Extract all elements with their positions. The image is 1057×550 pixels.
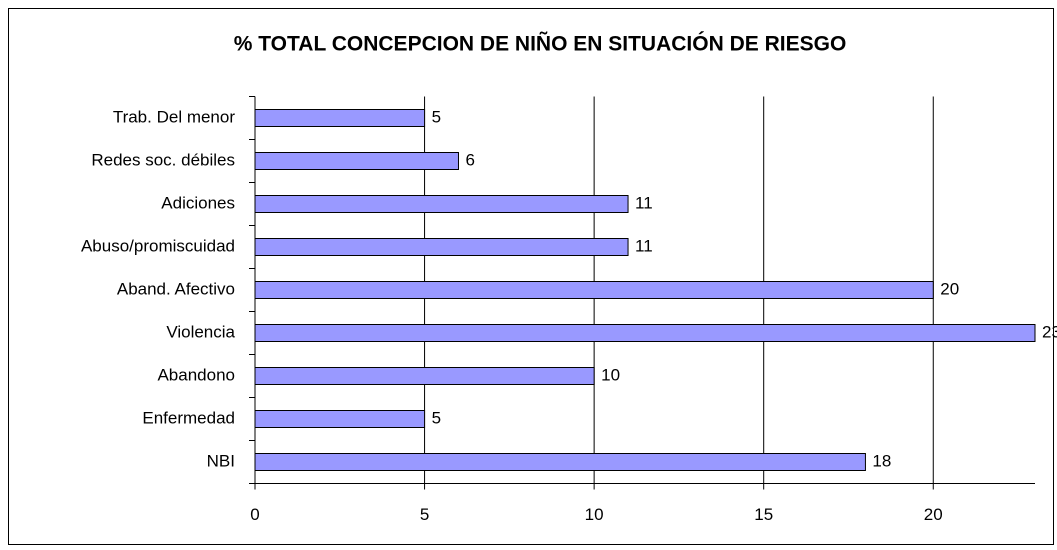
y-tick-label: Adiciones (161, 193, 235, 212)
bar (254, 195, 629, 213)
y-tick-label: Abuso/promiscuidad (81, 236, 235, 255)
data-label: 23 (1042, 322, 1057, 341)
x-tick-label: 15 (754, 505, 773, 524)
y-tick-label: Abandono (157, 365, 235, 384)
x-tick-label: 0 (250, 505, 259, 524)
bar (254, 367, 595, 385)
bar (254, 152, 459, 170)
bar (254, 281, 934, 299)
data-label: 6 (465, 150, 474, 169)
data-label: 5 (432, 408, 441, 427)
bar (254, 238, 629, 256)
y-tick-label: Enfermedad (142, 408, 235, 427)
bar (254, 453, 866, 471)
x-tick-label: 10 (585, 505, 604, 524)
y-tick-label: NBI (207, 451, 235, 470)
y-tick-label: Violencia (166, 322, 235, 341)
data-label: 5 (432, 107, 441, 126)
y-tick-label: Redes soc. débiles (91, 150, 235, 169)
y-tick-label: Aband. Afectivo (117, 279, 235, 298)
bar (254, 324, 1036, 342)
data-label: 20 (940, 279, 959, 298)
chart-title: % TOTAL CONCEPCION DE NIÑO EN SITUACIÓN … (234, 32, 847, 56)
data-label: 11 (635, 193, 653, 212)
y-tick-label: Trab. Del menor (113, 107, 236, 126)
data-label: 11 (635, 236, 653, 255)
x-tick-label: 5 (420, 505, 429, 524)
data-label: 10 (601, 365, 620, 384)
x-tick-label: 20 (924, 505, 943, 524)
bar (254, 109, 426, 127)
data-label: 18 (872, 451, 891, 470)
bar (254, 410, 426, 428)
